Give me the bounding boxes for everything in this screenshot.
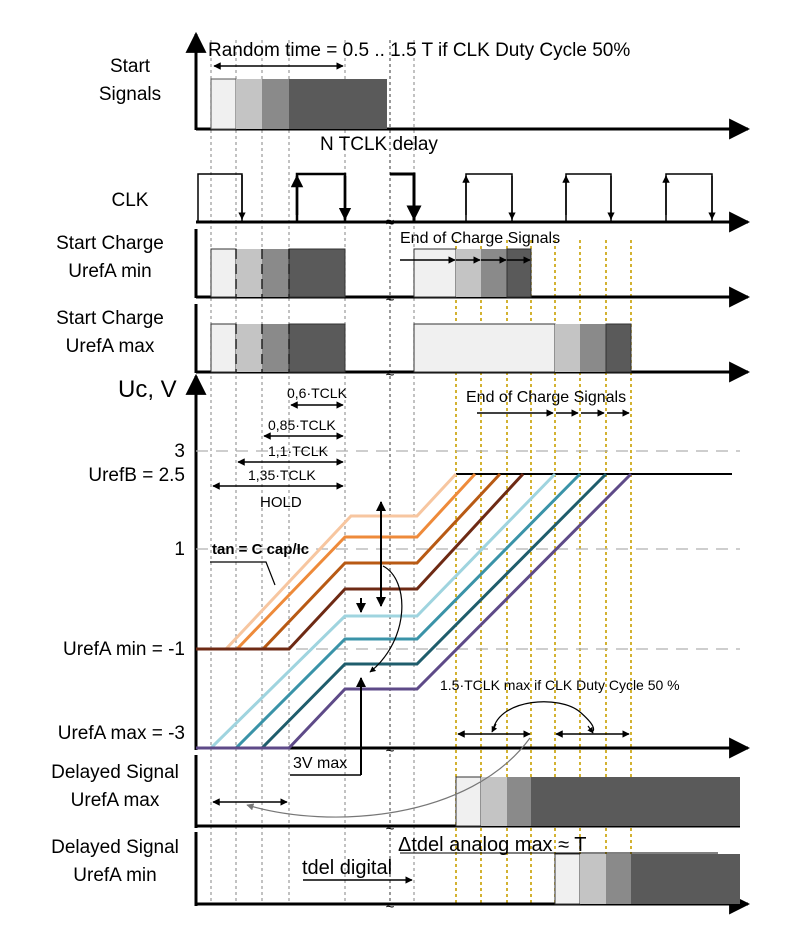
- delayed-max-row: Delayed Signal UrefA max: [51, 737, 740, 828]
- start-charge-min-label-2: UrefA min: [68, 261, 151, 282]
- clk-row: N TCLK delay CLK: [112, 134, 751, 233]
- delayed-min-label-1: Delayed Signal: [51, 837, 179, 858]
- t11-label: 1,1·TCLK: [268, 443, 329, 459]
- max15-label: 1.5·TCLK max if CLK Duty Cycle 50 %: [440, 677, 680, 693]
- start-charge-min-label-1: Start Charge: [56, 233, 164, 254]
- break-mark-5: ≈: [386, 819, 394, 836]
- delayed-min-label-2: UrefA min: [73, 865, 156, 886]
- urefa-max-label: UrefA max = -3: [58, 723, 185, 744]
- start-signals-label-1: Start: [110, 56, 151, 77]
- break-mark-2: ≈: [386, 290, 394, 307]
- tan-label: tan = C cap/Ic: [212, 541, 309, 558]
- end-of-charge-2-text: End of Charge Signals: [466, 389, 626, 406]
- uc-axis-label: Uc, V: [118, 376, 177, 403]
- end-of-charge-1-text: End of Charge Signals: [400, 230, 560, 247]
- break-mark-4: ≈: [386, 741, 394, 758]
- urefa-min-label: UrefA min = -1: [63, 639, 185, 660]
- n-tclk-delay-text: N TCLK delay: [320, 134, 438, 155]
- level-3-label: 3: [174, 441, 185, 462]
- clk-label: CLK: [112, 190, 149, 211]
- t085-label: 0,85·TCLK: [268, 417, 336, 433]
- urefb-label: UrefB = 2.5: [88, 465, 185, 486]
- hold-label: HOLD: [260, 494, 302, 511]
- random-time-text: Random time = 0.5 .. 1.5 T if CLK Duty C…: [208, 40, 630, 61]
- start-charge-max-label-1: Start Charge: [56, 308, 164, 329]
- level-1-label: 1: [174, 539, 185, 560]
- t135-label: 1,35·TCLK: [248, 467, 316, 483]
- start-charge-max-row: Start Charge UrefA max: [56, 304, 751, 383]
- tdel-digital-label: tdel digital: [302, 857, 392, 879]
- break-mark-3: ≈: [386, 365, 394, 382]
- start-signals-label-2: Signals: [99, 84, 161, 105]
- axis-breaks: ≈ ≈ ≈ ≈ ≈ ≈: [386, 214, 394, 914]
- ramp-max-4: [196, 472, 633, 750]
- start-charge-max-label-2: UrefA max: [66, 336, 155, 357]
- ramp-min-4: [196, 472, 525, 651]
- start-charge-min-row: Start Charge UrefA min End of Charge Sig…: [56, 229, 751, 308]
- start-signals-row: Start Signals Random time = 0.5 .. 1.5 T…: [99, 31, 751, 140]
- break-mark-6: ≈: [386, 897, 394, 914]
- uc-plot: Uc, V 3 UrefB = 2.5 1 UrefA min = -1 Ure…: [58, 373, 751, 776]
- delayed-max-label-1: Delayed Signal: [51, 762, 179, 783]
- delayed-min-row: Delayed Signal UrefA min Δtdel analog ma…: [51, 832, 751, 915]
- v3max-label: 3V max: [293, 755, 347, 772]
- dtdel-label: Δtdel analog max ≈ T: [398, 834, 587, 856]
- delayed-max-label-2: UrefA max: [71, 790, 160, 811]
- break-mark-1: ≈: [386, 214, 394, 231]
- t06-label: 0,6·TCLK: [287, 385, 348, 401]
